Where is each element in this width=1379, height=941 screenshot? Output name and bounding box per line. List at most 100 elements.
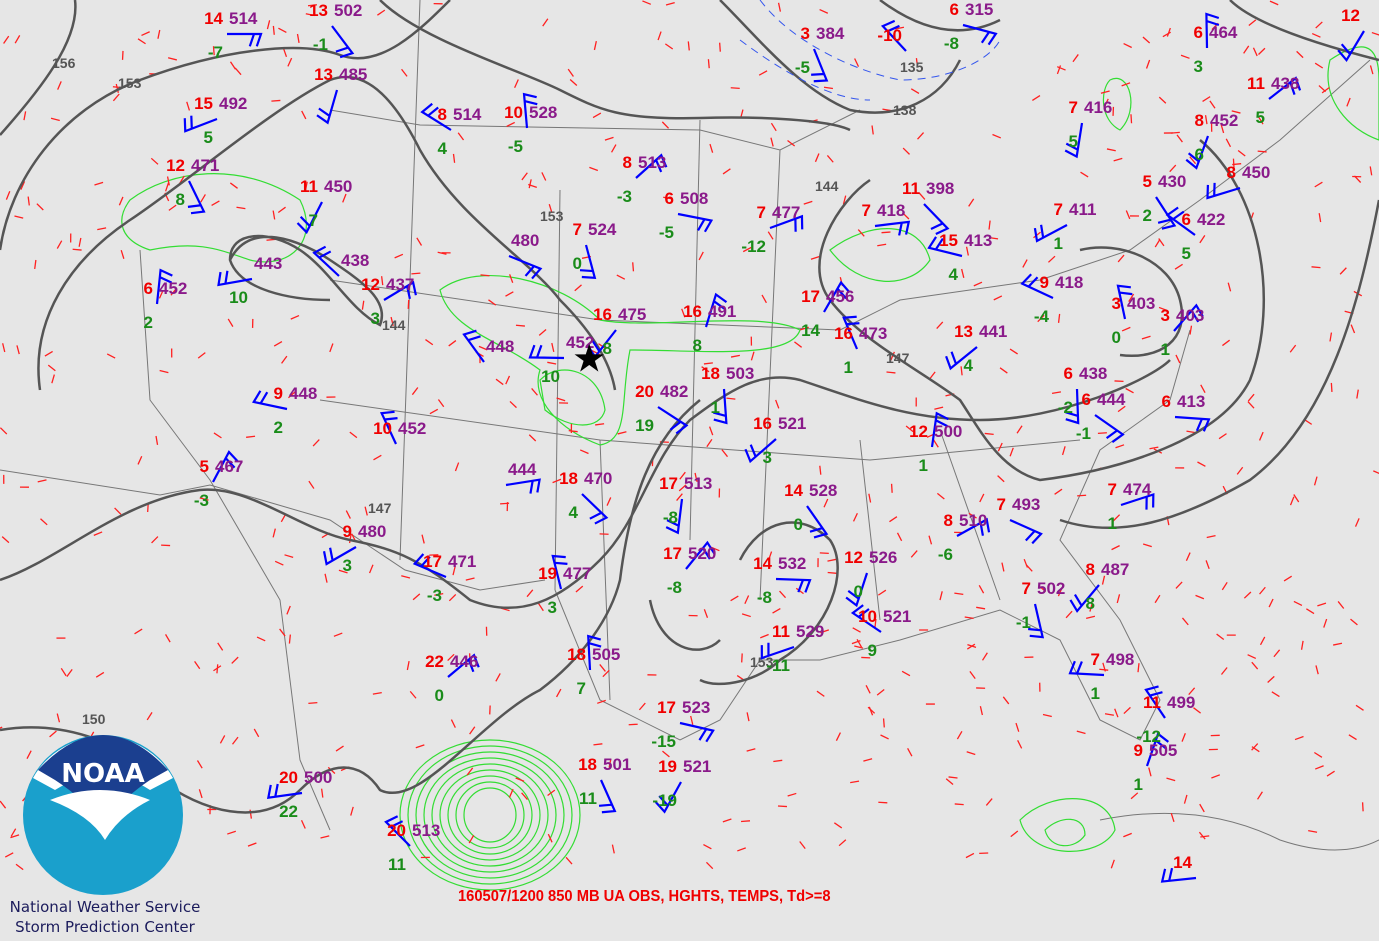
isotherm-dash (852, 627, 861, 633)
isotherm-dash (1162, 31, 1172, 38)
isotherm-dash (876, 689, 885, 696)
isotherm-dash (450, 719, 456, 728)
wind-barb (155, 268, 173, 305)
height-value: 505 (1149, 741, 1177, 760)
isotherm-dash (272, 25, 275, 35)
isotherm-dash (628, 723, 638, 726)
wind-barb (1165, 206, 1196, 236)
isotherm-dash (1174, 263, 1183, 270)
wind-barb (383, 280, 417, 301)
isotherm-dash (1237, 149, 1246, 157)
isotherm-dash (1247, 393, 1255, 402)
wind-barb (522, 92, 538, 129)
isotherm-dash (827, 558, 837, 562)
isotherm-dash (604, 136, 614, 141)
isotherm-dash (709, 143, 714, 153)
station-plot: 8 6 452 (1195, 111, 1239, 164)
isotherm-dash (1306, 608, 1315, 615)
isotherm-dash (56, 713, 61, 723)
contour-label: 144 (815, 178, 839, 194)
isotherm-dash (301, 110, 307, 120)
wind-barb (1174, 415, 1211, 432)
isotherm-dash (838, 839, 847, 847)
isotherm-dash (137, 38, 146, 45)
height-value: 521 (883, 607, 911, 626)
isotherm-dash (823, 498, 829, 508)
isotherm-dash (1369, 166, 1373, 176)
dewpoint-value: 3 (1194, 57, 1203, 76)
isotherm-dash (851, 639, 861, 645)
dewpoint-value: 0 (794, 515, 803, 534)
height-value: 452 (566, 333, 594, 352)
station-plot: 12 1 500 (909, 422, 962, 475)
height-value: 471 (191, 156, 219, 175)
height-value: 513 (412, 821, 440, 840)
height-value: 448 (486, 337, 514, 356)
isotherm-dash (939, 591, 943, 601)
isotherm-dash (868, 706, 874, 716)
height-value: 411 (1069, 200, 1096, 219)
dewpoint-value: -8 (757, 588, 772, 607)
isotherm-dash (842, 195, 847, 205)
isotherm-dash (988, 220, 991, 230)
isotherm-dash (569, 78, 578, 86)
contour-label: 156 (52, 55, 76, 71)
height-value: 443 (254, 254, 282, 273)
isotherm-dash (1195, 594, 1205, 600)
station-plot: 6 2 452 (144, 279, 188, 332)
isotherm-dash (823, 86, 834, 90)
dewpoint-value: 7 (577, 679, 586, 698)
isotherm-dash (746, 748, 756, 752)
isotherm-dash (164, 634, 171, 643)
isotherm-dash (1209, 100, 1216, 109)
isotherm-dash (219, 735, 226, 744)
temperature-value: 20 (279, 768, 298, 787)
height-value: 482 (660, 382, 688, 401)
wind-barb (412, 553, 447, 579)
dewpoint-value: 1 (1054, 234, 1063, 253)
wind-barb (384, 815, 411, 847)
isotherm-dash (721, 449, 729, 458)
isotherm-dash (151, 536, 159, 544)
temperature-value: 3 (1112, 294, 1121, 313)
station-plot: 9 -4 418 (1034, 273, 1084, 326)
height-value: 477 (772, 203, 800, 222)
dewpoint-value: 1 (1161, 340, 1170, 359)
isotherm-dash (1032, 95, 1041, 101)
isotherm-dash (803, 200, 813, 205)
isotherm-dash (993, 295, 1003, 301)
isotherm-dash (1158, 306, 1168, 312)
isotherm-dash (777, 805, 788, 808)
height-value: 528 (529, 103, 557, 122)
isotherm-dash (137, 455, 143, 465)
isotherm-dash (247, 842, 257, 847)
dewpoint-value: 3 (548, 598, 557, 617)
station-plot: 448 (486, 337, 514, 356)
isotherm-dash (115, 83, 119, 93)
isotherm-dash (514, 79, 519, 89)
isotherm-dash (890, 483, 893, 493)
isotherm-dash (380, 276, 384, 286)
isotherm-dash (200, 194, 206, 203)
dewpoint-value: 1 (1108, 514, 1117, 533)
isotherm-dash (1371, 31, 1379, 36)
station-plot: 438 (341, 251, 369, 270)
wind-barb (217, 270, 253, 287)
dewpoint-value: 0 (435, 686, 444, 705)
isotherm-dash (1056, 65, 1062, 75)
dewpoint-value: 3 (343, 556, 352, 575)
height-value: 418 (1055, 273, 1083, 292)
isotherm-dash (896, 532, 903, 542)
isotherm-dash (917, 132, 925, 140)
wind-barb (1033, 224, 1068, 243)
isotherm-dash (976, 606, 986, 610)
temperature-value: 14 (204, 9, 223, 28)
wind-barb (775, 577, 812, 593)
isotherm-dash (1267, 675, 1275, 683)
temperature-value: 18 (567, 645, 586, 664)
isotherm-dash (827, 571, 837, 574)
temperature-value: 7 (1069, 98, 1078, 117)
wind-barb (685, 540, 716, 570)
isotherm-dash (495, 378, 504, 386)
isotherm-dash (1311, 266, 1321, 269)
